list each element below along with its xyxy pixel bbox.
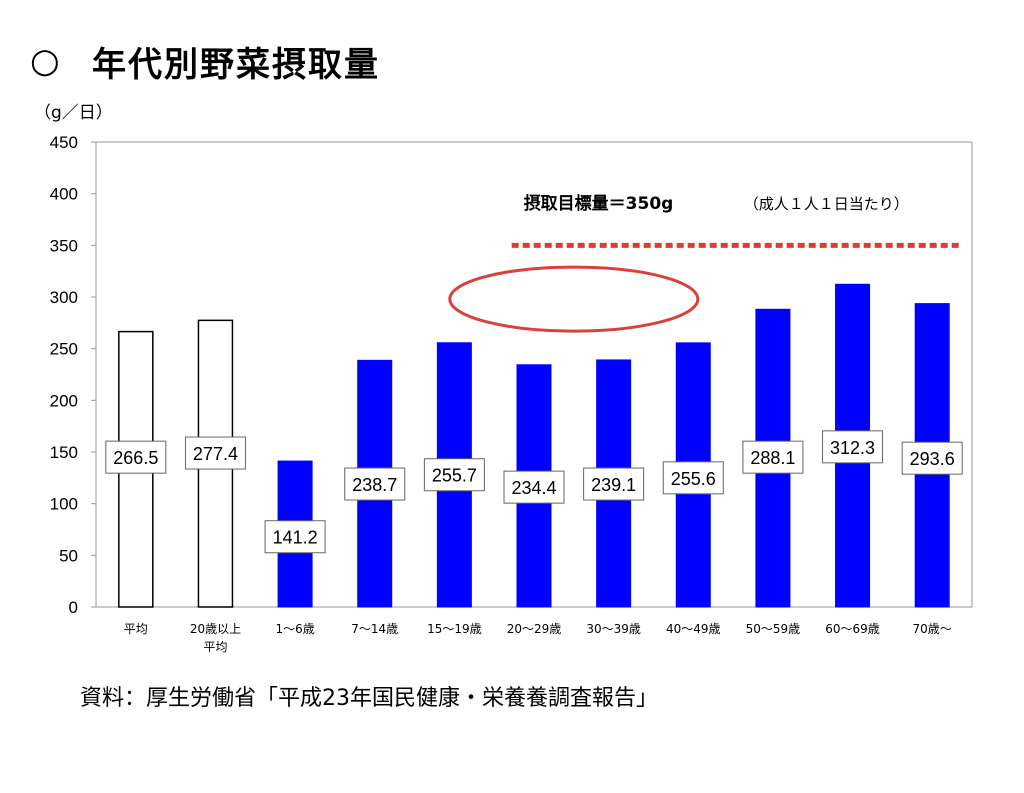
data-label: 238.7 — [352, 475, 397, 495]
x-tick-label: 15～19歳 — [427, 622, 482, 636]
y-tick-label: 0 — [69, 598, 78, 617]
y-tick-label: 300 — [50, 288, 78, 307]
data-label-box — [742, 440, 804, 474]
x-tick-label: 平均 — [124, 622, 148, 636]
data-label-box — [583, 467, 645, 501]
title-block: ○ 年代別野菜摂取量 — [30, 36, 380, 86]
source-note: 資料：厚生労働省「平成23年国民健康・栄養養調査報告」 — [80, 686, 658, 711]
page-title: 年代別野菜摂取量 — [92, 44, 380, 85]
y-tick-label: 250 — [50, 340, 78, 359]
y-tick-label: 350 — [50, 236, 78, 255]
target-note: （成人１人１日当たり） — [744, 195, 909, 213]
y-axis: 0 50 100 150 200 250 300 350 400 450 — [50, 133, 96, 617]
data-label: 288.1 — [750, 448, 795, 468]
x-tick-label: 7～14歳 — [351, 622, 398, 636]
data-label-box — [105, 440, 167, 474]
y-tick-label: 400 — [50, 185, 78, 204]
title-circle-icon: ○ — [30, 41, 60, 81]
y-tick-label: 200 — [50, 391, 78, 410]
x-tick-label: 30～39歳 — [586, 622, 641, 636]
data-label-box — [344, 467, 406, 501]
y-tick-label: 150 — [50, 443, 78, 462]
data-labels: 266.5 277.4 141.2 238.7 255.7 234.4 239.1 255.6… — [105, 430, 963, 554]
x-tick-label: 40～49歳 — [666, 622, 721, 636]
x-tick-label: 平均 — [203, 640, 227, 654]
target-line-group: 摂取目標量＝350g （成人１人１日当たり） — [448, 193, 962, 333]
data-label: 266.5 — [113, 448, 158, 468]
x-tick-label: 20～29歳 — [507, 622, 562, 636]
highlight-ellipse — [448, 265, 700, 333]
data-label: 255.6 — [671, 469, 716, 489]
y-axis-unit-label: （g／日） — [34, 103, 113, 123]
data-label: 312.3 — [830, 438, 875, 458]
data-label-box — [662, 461, 724, 495]
y-tick-label: 100 — [50, 495, 78, 514]
y-tick-label: 450 — [50, 133, 78, 152]
data-label-box — [901, 441, 963, 475]
x-tick-label: 20歳以上 — [190, 622, 241, 636]
data-label-box — [503, 470, 565, 504]
data-label: 255.7 — [432, 466, 477, 486]
y-tick-label: 50 — [59, 546, 78, 565]
data-label: 141.2 — [273, 528, 318, 548]
data-label: 293.6 — [910, 449, 955, 469]
x-tick-label: 1～6歳 — [275, 622, 314, 636]
data-label-box — [184, 436, 246, 470]
target-label: 摂取目標量＝350g — [524, 193, 674, 214]
data-label: 277.4 — [193, 444, 238, 464]
data-label-box — [264, 520, 326, 554]
data-label: 234.4 — [511, 478, 556, 498]
x-tick-label: 70歳～ — [913, 622, 952, 636]
x-tick-label: 50～59歳 — [746, 622, 801, 636]
x-tick-label: 60～69歳 — [825, 622, 880, 636]
data-label-box — [423, 458, 485, 492]
data-label: 239.1 — [591, 475, 636, 495]
data-label-box — [822, 430, 884, 464]
